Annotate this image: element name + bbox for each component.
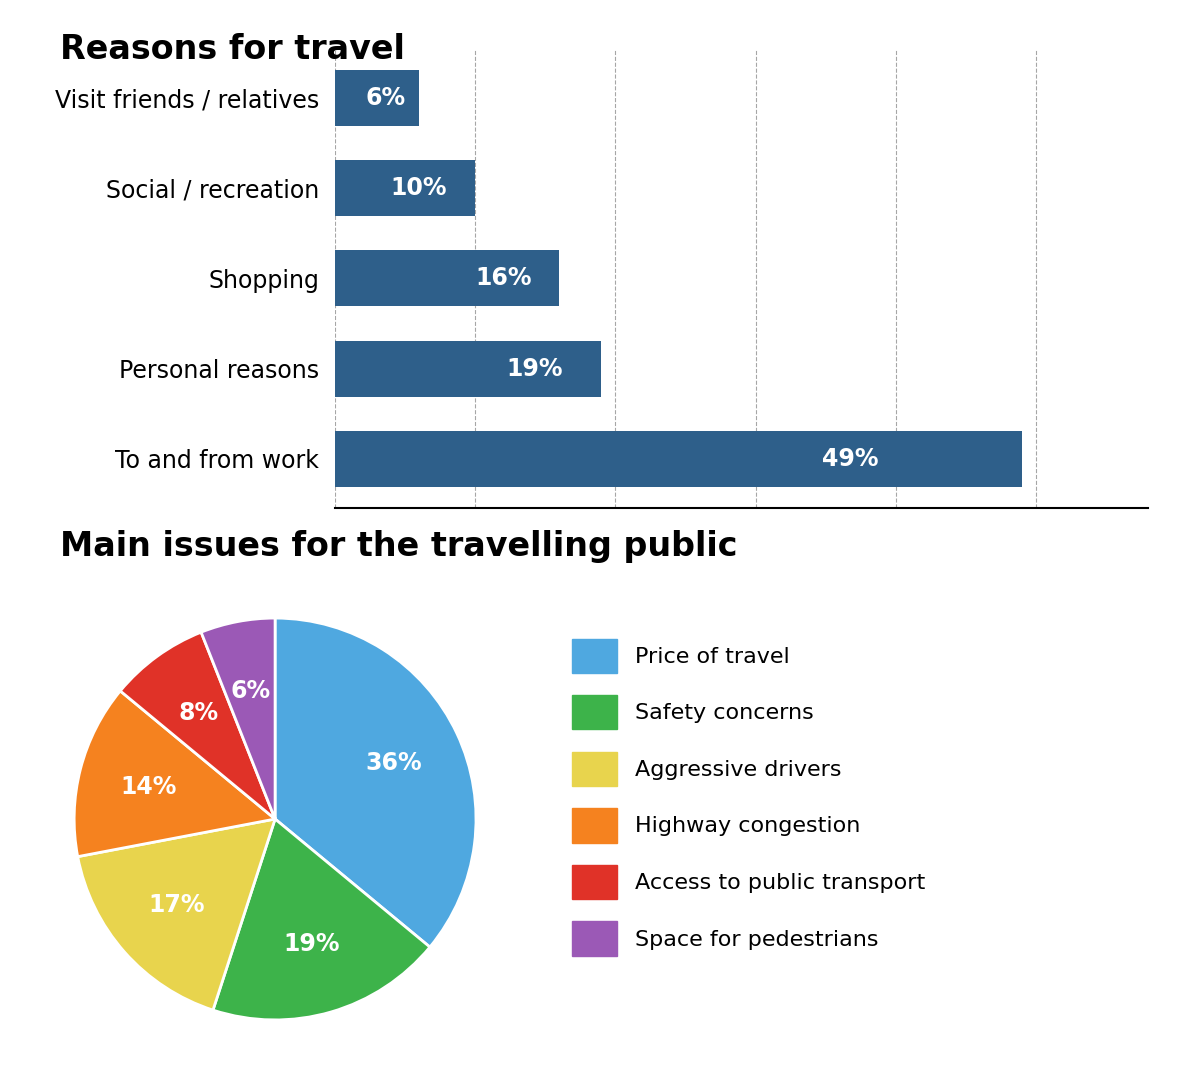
Text: 14%: 14% (121, 774, 177, 798)
Text: 17%: 17% (148, 893, 206, 917)
Wedge shape (213, 819, 429, 1020)
Bar (335, 341, 602, 396)
Text: Reasons for travel: Reasons for travel (60, 33, 404, 66)
Bar (335, 250, 560, 307)
Text: Main issues for the travelling public: Main issues for the travelling public (60, 530, 737, 562)
Bar (335, 431, 1021, 487)
Text: 10%: 10% (391, 176, 447, 200)
Wedge shape (121, 632, 275, 819)
Text: 16%: 16% (475, 266, 531, 290)
Legend: Price of travel, Safety concerns, Aggressive drivers, Highway congestion, Access: Price of travel, Safety concerns, Aggres… (561, 628, 936, 966)
Text: 6%: 6% (231, 679, 270, 703)
Wedge shape (74, 691, 275, 856)
Text: 49%: 49% (822, 447, 878, 471)
Bar (335, 161, 475, 216)
Text: 6%: 6% (365, 86, 405, 110)
Text: 36%: 36% (365, 751, 421, 775)
Wedge shape (78, 819, 275, 1010)
Bar (335, 70, 419, 126)
Text: 8%: 8% (178, 701, 219, 725)
Wedge shape (275, 618, 476, 947)
Wedge shape (201, 618, 275, 819)
Text: 19%: 19% (506, 357, 563, 381)
Text: 19%: 19% (283, 933, 340, 957)
